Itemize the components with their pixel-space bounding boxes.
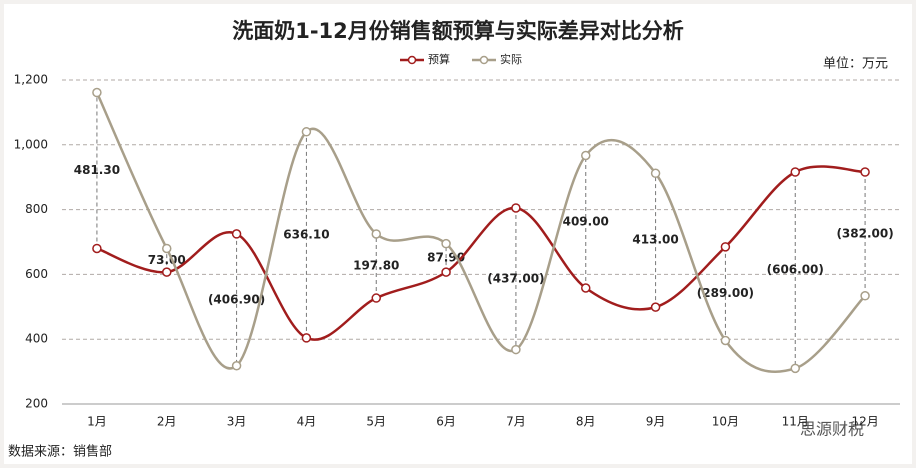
point	[371, 229, 381, 239]
x-tick-label: 9月	[646, 415, 666, 429]
point	[581, 283, 591, 293]
point	[162, 267, 172, 277]
chart-title: 洗面奶1-12月份销售额预算与实际差异对比分析	[232, 19, 684, 43]
difference-label: 636.10	[283, 227, 329, 241]
legend-label: 预算	[428, 52, 450, 66]
point	[511, 344, 521, 355]
point	[860, 167, 870, 177]
difference-label: (382.00)	[836, 226, 893, 240]
source-label: 数据来源：销售部	[8, 444, 112, 460]
point	[231, 360, 242, 371]
point	[720, 335, 731, 346]
point	[371, 293, 381, 303]
legend-marker	[479, 55, 489, 65]
x-tick-label: 2月	[157, 415, 177, 429]
point	[790, 167, 800, 177]
point	[231, 229, 242, 239]
point	[301, 127, 312, 137]
point	[860, 291, 870, 301]
x-tick-label: 10月	[712, 415, 739, 429]
point	[301, 333, 312, 343]
legend-label: 实际	[500, 52, 522, 66]
point	[92, 87, 102, 98]
x-tick-label: 1月	[87, 415, 107, 429]
point	[92, 243, 102, 254]
unit-label: 单位：万元	[823, 57, 888, 72]
point	[441, 267, 451, 277]
point	[581, 150, 591, 161]
y-tick-label: 800	[25, 202, 48, 216]
difference-label: (289.00)	[697, 286, 754, 300]
point	[511, 203, 521, 213]
x-tick-label: 5月	[366, 415, 386, 429]
y-tick-label: 1,000	[14, 137, 48, 151]
point	[650, 168, 661, 179]
difference-label: 73.00	[148, 253, 186, 267]
point	[720, 242, 731, 252]
x-tick-label: 12月	[851, 415, 878, 429]
point	[162, 243, 172, 254]
difference-label: 197.80	[353, 259, 399, 273]
difference-label: 413.00	[632, 233, 678, 247]
difference-label: (606.00)	[767, 263, 824, 277]
point	[650, 302, 661, 312]
difference-label: (437.00)	[487, 271, 544, 285]
x-tick-label: 7月	[506, 415, 526, 429]
y-tick-label: 1,200	[14, 73, 48, 87]
point	[790, 363, 800, 374]
difference-label: 481.30	[74, 163, 120, 177]
difference-label: 409.00	[563, 214, 609, 228]
y-tick-label: 600	[25, 267, 48, 281]
point	[441, 238, 451, 249]
y-tick-label: 400	[25, 332, 48, 346]
difference-label: (406.90)	[208, 292, 265, 306]
x-tick-label: 8月	[576, 415, 596, 429]
x-tick-label: 11月	[782, 415, 809, 429]
watermark: 思源财税	[800, 420, 864, 439]
x-tick-label: 3月	[227, 415, 247, 429]
chart-area	[4, 4, 912, 464]
legend-marker	[407, 55, 417, 65]
x-tick-label: 6月	[436, 415, 456, 429]
y-tick-label: 200	[25, 397, 48, 411]
series-line	[95, 92, 866, 374]
x-tick-label: 4月	[297, 415, 317, 429]
